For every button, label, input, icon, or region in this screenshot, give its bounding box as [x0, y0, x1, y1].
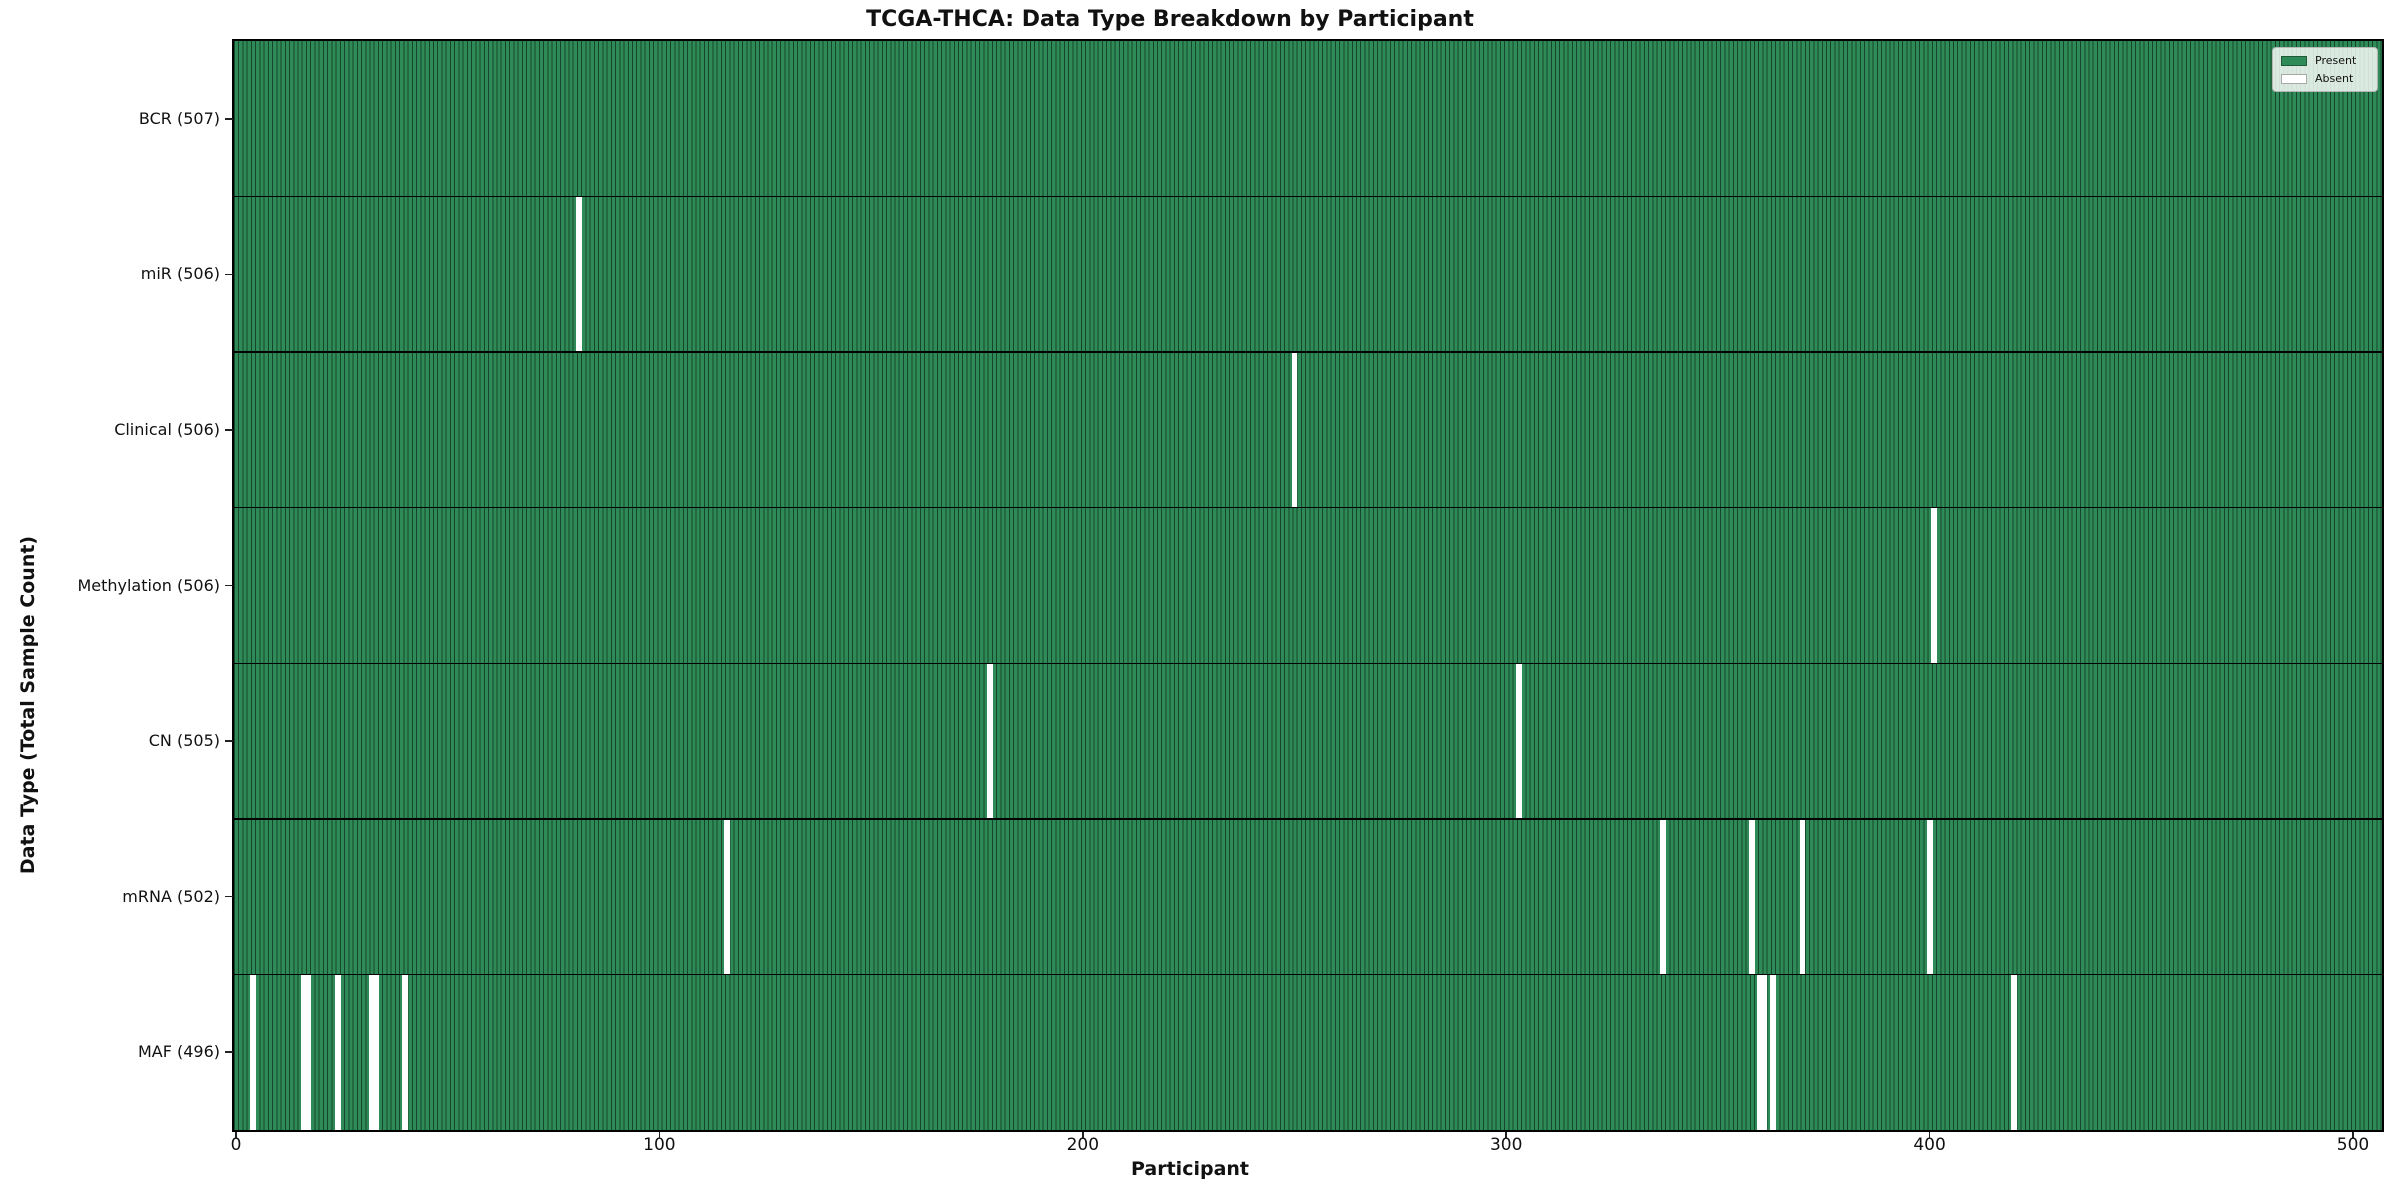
x-tick-label: 400 [1913, 1135, 1946, 1155]
absent-gap [250, 974, 256, 1130]
y-tick-label: Clinical (506) [114, 419, 220, 439]
legend: Present Absent [2272, 47, 2378, 92]
legend-absent-label: Absent [2315, 72, 2354, 85]
x-axis-label: Participant [1130, 1158, 1250, 1180]
absent-gap [1515, 663, 1522, 819]
y-tick-label: CN (505) [148, 731, 220, 751]
absent-gap [1930, 507, 1937, 664]
row-separator [234, 662, 2382, 665]
absent-gap [1659, 818, 1666, 975]
absent-swatch-icon [2281, 73, 2307, 84]
row-MAF [234, 974, 2382, 1130]
x-tick-label: 200 [1066, 1135, 1100, 1155]
y-tick-label: MAF (496) [137, 1042, 220, 1062]
row-separator [234, 351, 2382, 353]
chart-title: TCGA-THCA: Data Type Breakdown by Partic… [866, 7, 1474, 32]
x-tick-mark [1928, 1132, 1931, 1138]
plot-area [232, 39, 2384, 1132]
y-tick-mark [225, 429, 233, 431]
row-mRNA [234, 818, 2382, 975]
row-separator [234, 973, 2382, 976]
x-tick-mark [658, 1132, 661, 1138]
absent-gap [724, 818, 731, 975]
y-tick-mark [225, 584, 233, 587]
x-tick-mark [1505, 1132, 1507, 1138]
absent-gap [402, 974, 409, 1130]
absent-gap [1799, 818, 1806, 975]
y-tick-mark [225, 740, 233, 742]
x-tick-mark [1082, 1132, 1084, 1138]
y-tick-label: miR (506) [140, 264, 220, 284]
x-tick-label: 100 [643, 1135, 676, 1155]
present-swatch-icon [2281, 55, 2307, 66]
absent-gap [372, 974, 379, 1130]
x-tick-mark [2352, 1132, 2354, 1138]
row-BCR [234, 41, 2382, 197]
absent-gap [1926, 818, 1933, 975]
x-tick-label: 0 [230, 1135, 242, 1155]
legend-present-label: Present [2315, 54, 2357, 67]
y-tick-mark [225, 1051, 233, 1053]
absent-gap [1770, 974, 1776, 1130]
absent-gap [1291, 352, 1298, 508]
absent-gap [1757, 974, 1764, 1130]
row-Methylation [234, 507, 2382, 664]
y-tick-label: Methylation (506) [77, 575, 220, 595]
row-Clinical [234, 352, 2382, 508]
row-miR [234, 196, 2382, 353]
absent-gap [2011, 974, 2018, 1130]
y-tick-mark [225, 895, 233, 898]
legend-item-absent: Absent [2281, 72, 2369, 85]
row-separator [234, 506, 2382, 509]
row-CN [234, 663, 2382, 819]
row-separator [234, 195, 2382, 198]
absent-gap [986, 663, 993, 819]
x-tick-mark [235, 1132, 237, 1138]
absent-gap [305, 974, 311, 1130]
absent-gap [334, 974, 341, 1130]
absent-gap [1748, 818, 1755, 975]
absent-gap [576, 196, 582, 353]
x-tick-label: 500 [2336, 1135, 2370, 1155]
y-tick-mark [225, 273, 233, 276]
y-tick-label: mRNA (502) [122, 886, 220, 906]
absent-gap [300, 974, 307, 1130]
absent-gap [368, 974, 375, 1130]
absent-gap [1761, 974, 1768, 1130]
y-tick-mark [225, 118, 233, 120]
legend-item-present: Present [2281, 54, 2369, 67]
x-tick-label: 300 [1489, 1135, 1523, 1155]
y-tick-label: BCR (507) [138, 108, 220, 128]
row-separator [234, 818, 2382, 820]
